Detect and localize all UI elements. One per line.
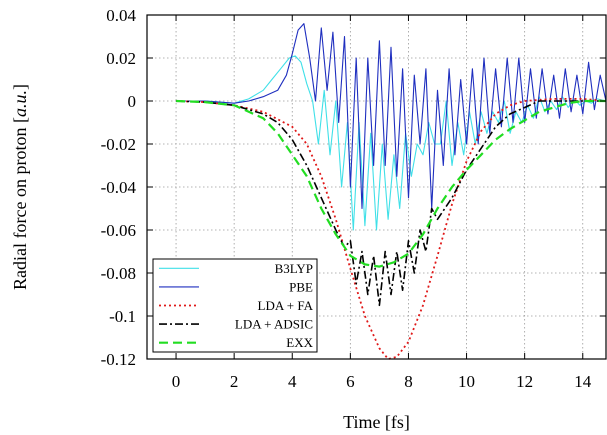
- x-tick-label: 6: [346, 372, 355, 391]
- series-line-1: [176, 23, 607, 210]
- y-tick-label: -0.06: [101, 221, 136, 240]
- legend: B3LYP PBE LDA + FA LDA + ADSIC EXX: [152, 258, 318, 353]
- legend-label: EXX: [286, 335, 313, 350]
- x-tick-label: 2: [230, 372, 239, 391]
- series-line-4: [176, 99, 606, 268]
- series-line-2: [176, 98, 607, 360]
- x-tick-label: 0: [172, 372, 181, 391]
- series-line-0: [176, 55, 607, 231]
- series-lines: [176, 23, 607, 360]
- series-line-3: [176, 100, 606, 307]
- y-tick-label: -0.04: [101, 178, 137, 197]
- y-tick-label: -0.08: [101, 264, 136, 283]
- y-axis-label-suffix: ]: [10, 84, 30, 90]
- y-axis-label: Radial force on proton [a.u.]: [10, 84, 30, 290]
- y-axis-label-prefix: Radial force on proton [: [10, 117, 30, 290]
- x-tick-label: 8: [404, 372, 413, 391]
- y-tick-label: 0: [128, 92, 137, 111]
- legend-label: B3LYP: [275, 261, 313, 276]
- legend-label: PBE: [289, 279, 313, 294]
- y-tick-label: 0.02: [106, 49, 136, 68]
- x-tick-label: 12: [516, 372, 533, 391]
- y-axis-label-unit: a.u.: [10, 90, 30, 117]
- ticks: 0 2 4 6 8 10 12 14 0.04 0.02 0 -0.02 -0.04 -0.06 -0.08…: [101, 6, 606, 391]
- x-axis-label: Time [fs]: [343, 412, 410, 432]
- y-tick-label: -0.1: [109, 307, 136, 326]
- y-tick-label: -0.02: [101, 135, 136, 154]
- y-tick-label: 0.04: [106, 6, 136, 25]
- y-tick-label: -0.12: [101, 350, 136, 369]
- legend-label: LDA + ADSIC: [235, 317, 313, 332]
- legend-label: LDA + FA: [258, 298, 314, 313]
- x-tick-label: 14: [574, 372, 592, 391]
- x-tick-label: 4: [288, 372, 297, 391]
- x-tick-label: 10: [458, 372, 475, 391]
